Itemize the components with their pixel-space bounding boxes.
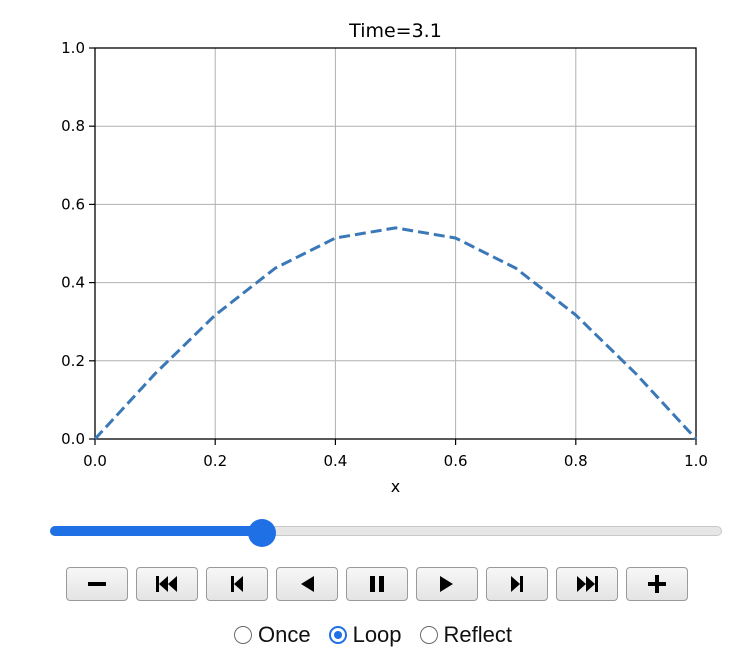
mode-label-reflect: Reflect (443, 622, 513, 647)
next-frame-button[interactable] (486, 567, 548, 601)
last-frame-button[interactable] (556, 567, 618, 601)
step-forward-icon (511, 576, 523, 592)
slider-fill (50, 526, 263, 536)
step-back-icon (231, 576, 243, 592)
mode-label-once: Once (257, 622, 311, 647)
skip-to-start-icon (156, 576, 177, 592)
axis-ticks: 0.0 0.2 0.4 0.6 0.8 1.0 0.0 0.2 0.4 0.6 0.8 1.0 (61, 39, 708, 470)
y-tick-label: 0.8 (61, 117, 85, 135)
x-tick-label: 0.2 (203, 452, 227, 470)
minus-icon (88, 582, 106, 586)
skip-to-end-icon (577, 576, 598, 592)
mode-option-reflect[interactable]: Reflect (419, 622, 513, 648)
chart-title: Time=3.1 (348, 20, 442, 42)
decrease-speed-button[interactable] (66, 567, 128, 601)
loop-mode-group: Once Loop Reflect (0, 620, 746, 650)
first-frame-button[interactable] (136, 567, 198, 601)
play-reverse-button[interactable] (276, 567, 338, 601)
mode-option-once[interactable]: Once (233, 622, 311, 648)
x-tick-label: 0.6 (444, 452, 468, 470)
frame-slider[interactable] (50, 519, 722, 547)
y-tick-label: 0.0 (61, 430, 85, 448)
chart: 0.0 0.2 0.4 0.6 0.8 1.0 0.0 0.2 0.4 0.6 0.8 1.0 Tim… (61, 20, 708, 496)
gridlines (94, 47, 697, 440)
play-reverse-icon (301, 576, 314, 592)
play-icon (440, 576, 453, 592)
pause-icon (370, 576, 384, 592)
play-button[interactable] (416, 567, 478, 601)
previous-frame-button[interactable] (206, 567, 268, 601)
x-axis-label: x (391, 477, 400, 496)
x-tick-label: 0.8 (564, 452, 588, 470)
x-tick-label: 0.4 (323, 452, 347, 470)
playback-controls (66, 567, 688, 603)
radio-reflect[interactable] (419, 626, 438, 644)
radio-once[interactable] (233, 626, 252, 644)
mode-option-loop[interactable]: Loop (328, 622, 402, 648)
y-tick-label: 0.2 (61, 352, 85, 370)
x-tick-label: 0.0 (83, 452, 107, 470)
slider-thumb[interactable] (248, 519, 277, 547)
plus-icon (648, 575, 666, 593)
y-tick-label: 0.4 (61, 274, 85, 292)
y-tick-label: 1.0 (61, 39, 85, 57)
y-tick-label: 0.6 (61, 195, 85, 213)
series-line (93, 226, 698, 441)
pause-button[interactable] (346, 567, 408, 601)
plot-frame (94, 47, 697, 440)
x-tick-label: 1.0 (684, 452, 708, 470)
mode-label-loop: Loop (352, 622, 402, 647)
increase-speed-button[interactable] (626, 567, 688, 601)
series-layer (93, 226, 698, 441)
radio-loop[interactable] (328, 626, 347, 644)
